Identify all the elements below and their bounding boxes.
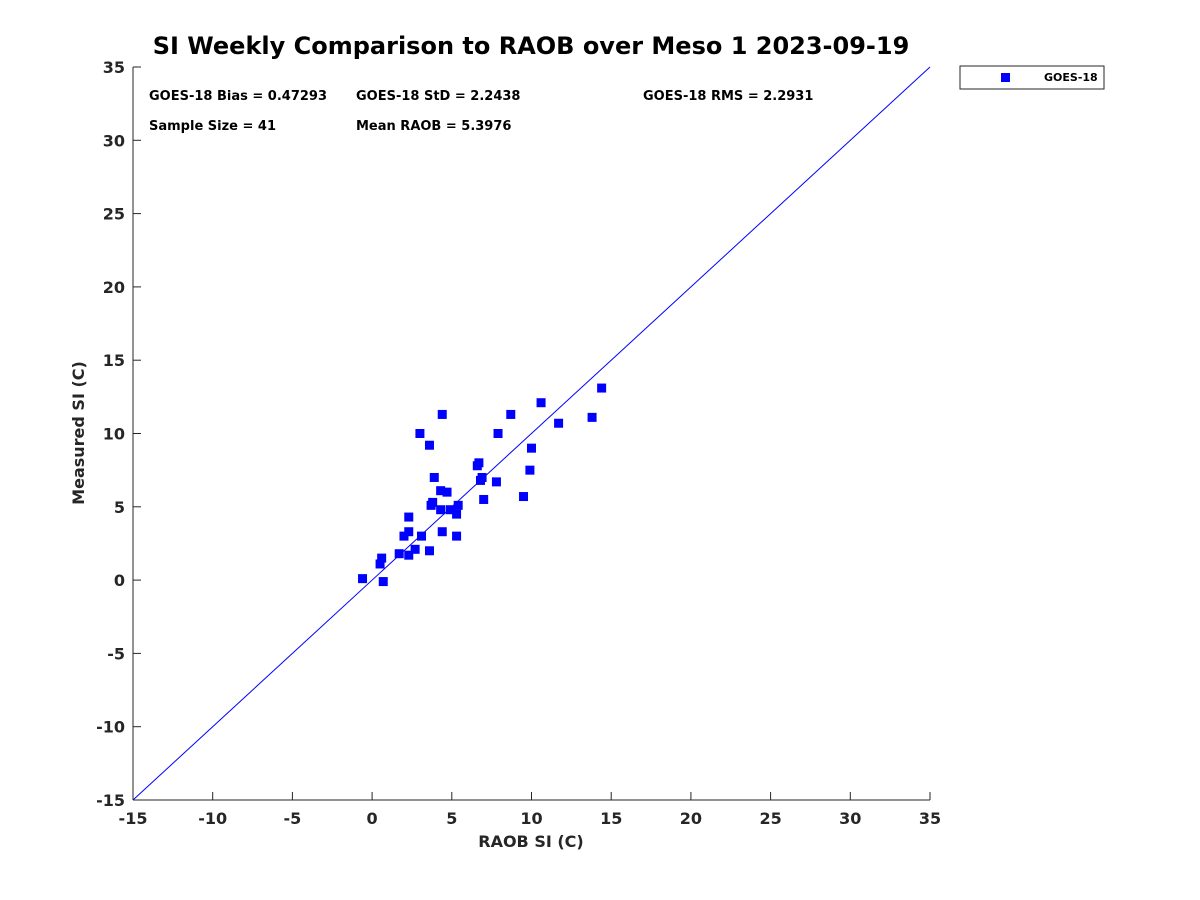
data-point-goes-18	[394, 549, 404, 559]
data-point-goes-18	[377, 553, 387, 563]
data-point-goes-18	[452, 531, 462, 541]
legend-marker-goes-18	[1001, 73, 1010, 82]
x-tick-label: 10	[520, 809, 542, 828]
data-point-goes-18	[404, 527, 414, 537]
data-point-goes-18	[452, 509, 462, 519]
y-tick-label: -5	[107, 644, 125, 663]
y-tick-label: 0	[114, 571, 125, 590]
data-point-goes-18	[424, 546, 434, 556]
data-point-goes-18	[375, 559, 385, 569]
x-tick-label: 5	[446, 809, 457, 828]
x-tick-label: 25	[759, 809, 781, 828]
x-tick-label: 15	[600, 809, 622, 828]
x-tick-label: -10	[198, 809, 227, 828]
y-tick-label: 5	[114, 498, 125, 517]
chart-title: SI Weekly Comparison to RAOB over Meso 1…	[153, 32, 910, 60]
data-point-goes-18	[587, 412, 597, 422]
stat-bias: GOES-18 Bias = 0.47293	[149, 89, 327, 104]
stat-mean-raob: Mean RAOB = 5.3976	[356, 119, 511, 134]
y-axis-ticks: -15 -10 -5 0 5 10 15 20 25 30 35	[96, 58, 141, 810]
data-point-goes-18	[428, 497, 438, 507]
data-point-goes-18	[429, 472, 439, 482]
x-tick-label: 30	[839, 809, 861, 828]
data-point-goes-18	[415, 429, 425, 438]
data-point-goes-18	[519, 492, 529, 502]
data-point-goes-18	[399, 531, 409, 541]
x-tick-label: 35	[919, 809, 941, 828]
data-point-goes-18	[378, 577, 388, 587]
y-tick-label: 15	[103, 351, 125, 370]
data-point-goes-18	[536, 398, 546, 408]
data-point-goes-18	[442, 487, 452, 497]
data-point-goes-18	[525, 465, 535, 475]
y-tick-label: 10	[103, 425, 125, 444]
y-tick-label: 30	[103, 131, 125, 150]
stats-annotations: GOES-18 Bias = 0.47293 GOES-18 StD = 2.2…	[149, 89, 813, 134]
data-point-goes-18	[453, 500, 463, 510]
y-tick-label: 20	[103, 278, 125, 297]
x-tick-label: -15	[119, 809, 148, 828]
legend-box	[959, 65, 1105, 90]
data-point-goes-18	[404, 512, 414, 522]
data-point-goes-18	[424, 440, 434, 450]
one-to-one-reference-line	[132, 66, 931, 801]
y-tick-label: 25	[103, 205, 125, 224]
data-point-goes-18	[597, 383, 607, 393]
data-point-goes-18	[527, 443, 536, 453]
x-tick-label: 20	[680, 809, 702, 828]
data-point-goes-18	[437, 527, 447, 537]
data-point-goes-18	[358, 574, 368, 584]
data-point-goes-18	[436, 486, 446, 496]
x-tick-label: -5	[284, 809, 302, 828]
y-tick-label: -15	[96, 791, 125, 810]
data-point-goes-18	[477, 472, 487, 482]
y-axis-label: Measured SI (C)	[69, 361, 88, 505]
stat-sample-size: Sample Size = 41	[149, 119, 276, 134]
x-axis: -15 -10 -5 0 5 10 15 20 25 30 35	[119, 792, 941, 828]
stat-std: GOES-18 StD = 2.2438	[356, 89, 520, 104]
x-axis-ticks: -15 -10 -5 0 5 10 15 20 25 30 35	[119, 792, 941, 828]
x-tick-label: 0	[367, 809, 378, 828]
data-point-goes-18	[445, 505, 455, 515]
data-point-goes-18	[493, 429, 503, 438]
data-point-goes-18	[410, 544, 420, 554]
plot-area	[132, 66, 931, 801]
data-point-goes-18	[417, 531, 427, 541]
y-axis: -15 -10 -5 0 5 10 15 20 25 30 35	[96, 58, 141, 810]
stat-rms: GOES-18 RMS = 2.2931	[643, 89, 813, 104]
data-point-goes-18	[479, 494, 489, 504]
legend-label-goes-18: GOES-18	[1044, 71, 1098, 84]
data-points	[358, 383, 607, 587]
x-axis-label: RAOB SI (C)	[478, 832, 583, 851]
data-point-goes-18	[437, 409, 447, 419]
data-point-goes-18	[404, 550, 414, 560]
data-point-goes-18	[474, 458, 484, 468]
y-tick-label: -10	[96, 718, 125, 737]
data-point-goes-18	[491, 477, 501, 487]
data-point-goes-18	[554, 418, 564, 428]
y-tick-label: 35	[103, 58, 125, 77]
data-point-goes-18	[436, 505, 446, 515]
data-point-goes-18	[506, 409, 516, 419]
legend: GOES-18	[959, 65, 1105, 90]
